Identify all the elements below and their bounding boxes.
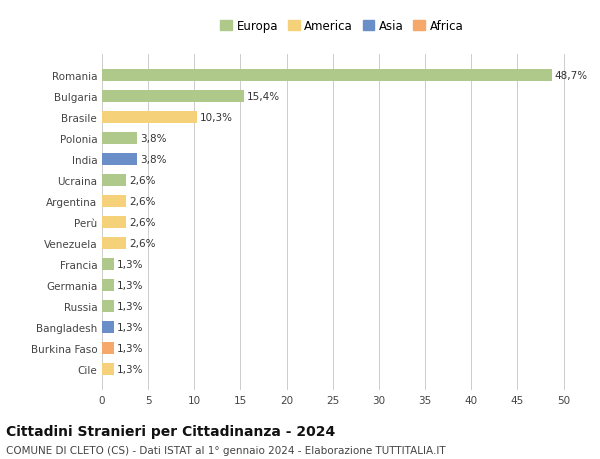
Bar bbox=[102, 280, 114, 291]
Bar bbox=[102, 196, 126, 207]
Text: 10,3%: 10,3% bbox=[200, 113, 233, 123]
Text: 1,3%: 1,3% bbox=[117, 364, 143, 374]
Bar bbox=[102, 154, 137, 166]
Bar bbox=[102, 91, 244, 103]
Bar bbox=[102, 301, 114, 312]
Bar bbox=[102, 342, 114, 354]
Text: 15,4%: 15,4% bbox=[247, 92, 280, 102]
Bar bbox=[102, 322, 114, 333]
Text: 2,6%: 2,6% bbox=[129, 239, 155, 248]
Text: 2,6%: 2,6% bbox=[129, 176, 155, 186]
Text: 1,3%: 1,3% bbox=[117, 302, 143, 311]
Bar bbox=[102, 175, 126, 186]
Bar bbox=[102, 259, 114, 270]
Text: 2,6%: 2,6% bbox=[129, 218, 155, 228]
Text: 48,7%: 48,7% bbox=[554, 71, 587, 81]
Bar bbox=[102, 217, 126, 229]
Text: COMUNE DI CLETO (CS) - Dati ISTAT al 1° gennaio 2024 - Elaborazione TUTTITALIA.I: COMUNE DI CLETO (CS) - Dati ISTAT al 1° … bbox=[6, 445, 446, 455]
Text: 1,3%: 1,3% bbox=[117, 343, 143, 353]
Text: 3,8%: 3,8% bbox=[140, 134, 166, 144]
Bar bbox=[102, 133, 137, 145]
Bar bbox=[102, 238, 126, 249]
Bar bbox=[102, 70, 551, 82]
Text: 1,3%: 1,3% bbox=[117, 280, 143, 291]
Bar bbox=[102, 112, 197, 123]
Legend: Europa, America, Asia, Africa: Europa, America, Asia, Africa bbox=[218, 17, 466, 35]
Text: 2,6%: 2,6% bbox=[129, 197, 155, 207]
Text: 1,3%: 1,3% bbox=[117, 259, 143, 269]
Bar bbox=[102, 364, 114, 375]
Text: Cittadini Stranieri per Cittadinanza - 2024: Cittadini Stranieri per Cittadinanza - 2… bbox=[6, 425, 335, 438]
Text: 1,3%: 1,3% bbox=[117, 322, 143, 332]
Text: 3,8%: 3,8% bbox=[140, 155, 166, 165]
